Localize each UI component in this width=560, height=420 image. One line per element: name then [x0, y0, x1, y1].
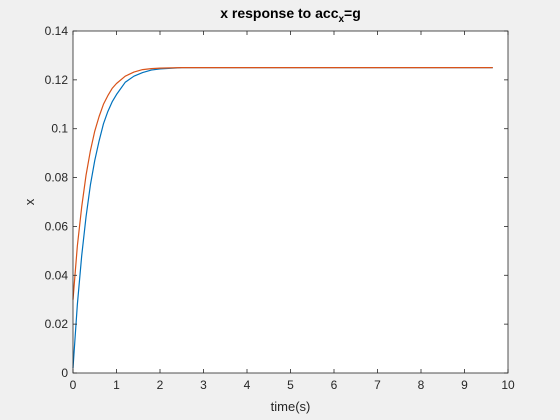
y-tick-label: 0.1 — [51, 122, 68, 136]
ticks-layer: 0 1 2 3 4 5 6 7 8 9 10 0 0.02 0.04 0.06 0.08 0.1 0.12 0.14 — [45, 24, 515, 392]
x-tick-label: 0 — [70, 378, 77, 392]
y-tick-label: 0.02 — [45, 317, 69, 331]
x-tick-label: 7 — [374, 378, 381, 392]
x-tick-label: 3 — [200, 378, 207, 392]
y-axis-label: x — [22, 198, 37, 205]
y-tick-label: 0.08 — [45, 171, 69, 185]
chart-title-subscript: x — [338, 14, 344, 25]
y-tick-label: 0.04 — [45, 268, 69, 282]
x-tick-label: 2 — [157, 378, 164, 392]
plot-area — [73, 31, 508, 373]
x-tick-label: 8 — [418, 378, 425, 392]
series-line-2 — [72, 67, 493, 300]
y-tick-label: 0.12 — [45, 73, 69, 87]
chart-title: x response to accx=g — [220, 5, 361, 25]
y-tick-label: 0.06 — [45, 219, 69, 233]
y-tick-label: 0.14 — [45, 24, 69, 38]
x-tick-label: 5 — [287, 378, 294, 392]
x-tick-label: 4 — [244, 378, 251, 392]
chart-title-prefix: x response to acc — [220, 5, 338, 21]
x-tick-label: 6 — [331, 378, 338, 392]
x-tick-label: 1 — [113, 378, 120, 392]
y-tick-label: 0 — [61, 366, 68, 380]
chart-title-suffix: =g — [344, 5, 361, 21]
x-tick-label: 10 — [501, 378, 515, 392]
series-layer — [72, 67, 493, 369]
x-tick-label: 9 — [461, 378, 468, 392]
x-axis-label: time(s) — [271, 399, 311, 414]
